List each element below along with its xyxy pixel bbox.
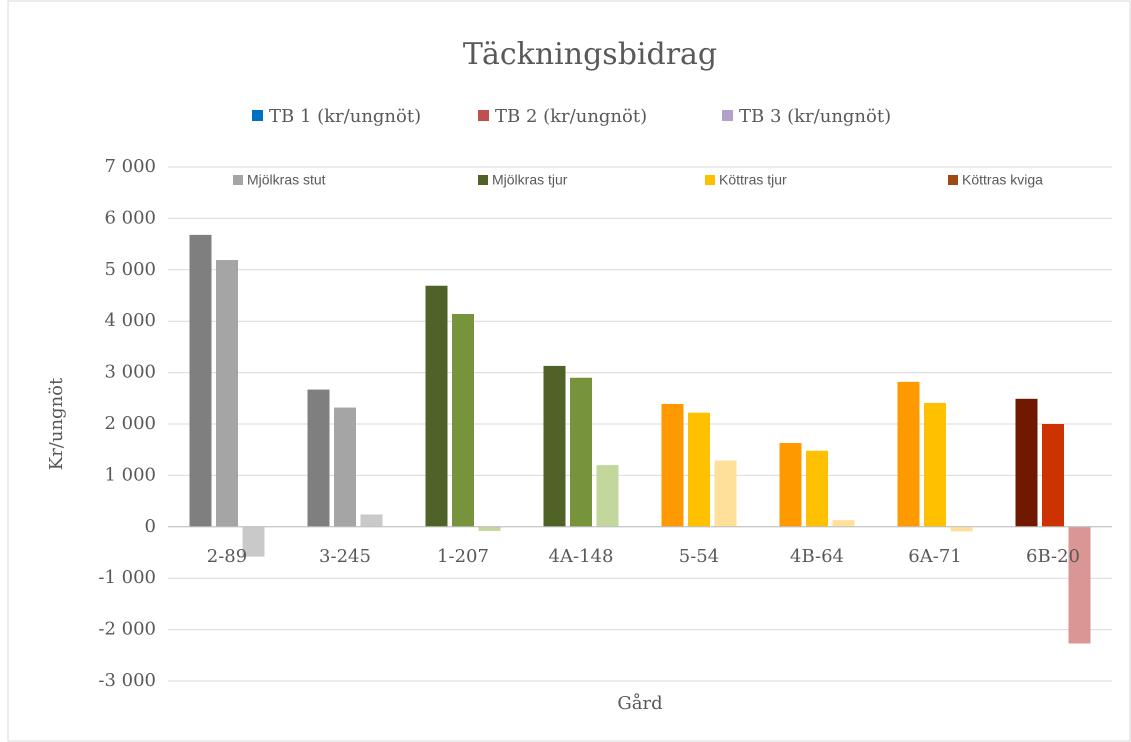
legend-label: TB 2 (kr/ungnöt)	[495, 106, 647, 127]
group-legend-label: Köttras kviga	[962, 172, 1043, 188]
x-tick-label: 4B-64	[790, 546, 844, 567]
x-tick-label: 2-89	[207, 546, 247, 567]
x-tick-label: 3-245	[319, 546, 371, 567]
bar	[1042, 424, 1064, 527]
bar	[334, 407, 356, 527]
group-legend-swatch	[233, 175, 243, 185]
group-legend-label: Mjölkras stut	[247, 172, 326, 188]
y-tick-label: 7 000	[104, 156, 156, 177]
bar	[924, 402, 946, 527]
x-tick-label: 1-207	[437, 546, 489, 567]
y-tick-label: 3 000	[104, 362, 156, 383]
chart-title: Täckningsbidrag	[463, 37, 717, 72]
bar	[478, 526, 501, 531]
bar	[570, 377, 592, 527]
group-legend-swatch	[948, 175, 958, 185]
bar	[806, 450, 828, 527]
group-legend-label: Köttras tjur	[719, 172, 787, 188]
bar	[950, 526, 973, 532]
x-tick-label: 6A-71	[908, 546, 961, 567]
bar	[242, 526, 265, 557]
y-tick-label: 2 000	[104, 413, 156, 434]
y-tick-label: -2 000	[98, 619, 156, 640]
legend-swatch	[478, 110, 489, 121]
y-tick-label: 5 000	[104, 259, 156, 280]
bar	[1015, 398, 1038, 527]
x-axis-label: Gård	[617, 692, 662, 714]
legend-swatch	[252, 110, 263, 121]
bar	[543, 365, 566, 527]
y-axis-label: Kr/ungnöt	[46, 377, 67, 470]
group-legend-swatch	[705, 175, 715, 185]
bar	[661, 403, 684, 527]
bar	[897, 381, 920, 527]
bar	[596, 465, 619, 527]
x-tick-label: 4A-148	[549, 546, 614, 567]
bar	[714, 460, 737, 527]
group-legend-label: Mjölkras tjur	[492, 172, 568, 188]
group-legend-swatch	[478, 175, 488, 185]
bar	[688, 412, 710, 527]
y-tick-label: -1 000	[98, 567, 156, 588]
bar	[1068, 526, 1091, 644]
bar	[307, 389, 330, 527]
y-tick-label: 0	[145, 516, 156, 537]
x-tick-label: 6B-20	[1026, 546, 1080, 567]
bar	[452, 314, 474, 527]
y-tick-label: 4 000	[104, 310, 156, 331]
x-tick-label: 5-54	[679, 546, 719, 567]
bar	[216, 260, 238, 527]
bar	[779, 443, 802, 527]
bar	[832, 520, 855, 527]
y-tick-label: 6 000	[104, 207, 156, 228]
bar	[189, 234, 212, 527]
y-tick-label: -3 000	[98, 670, 156, 691]
bar	[360, 514, 383, 527]
legend-label: TB 1 (kr/ungnöt)	[269, 106, 421, 127]
legend-swatch	[722, 110, 733, 121]
y-tick-label: 1 000	[104, 464, 156, 485]
bar	[425, 285, 448, 527]
legend-label: TB 3 (kr/ungnöt)	[739, 106, 891, 127]
